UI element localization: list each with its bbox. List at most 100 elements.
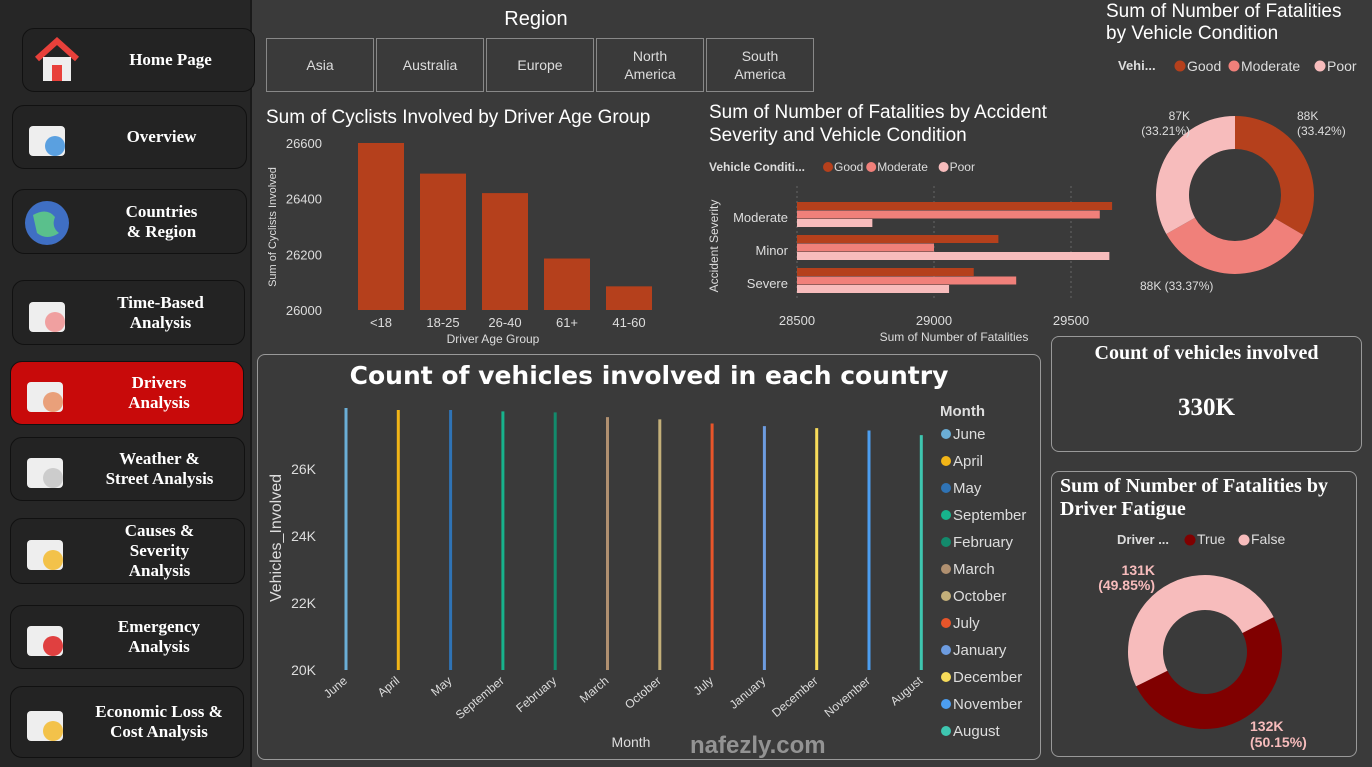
sidebar-item-home-page[interactable]: Home Page [22, 28, 255, 92]
bar-18-25 [420, 173, 466, 310]
x-tick-label: February [513, 674, 559, 716]
bar-26-40 [482, 193, 528, 310]
legend-label: True [1197, 531, 1225, 547]
region-slicer-title: Region [504, 8, 568, 30]
weather-icon [27, 458, 63, 488]
legend-label: August [953, 723, 1001, 740]
data-label-value: 87K [1169, 109, 1190, 123]
monthly-chart-card: Count of vehicles involved in each count… [257, 354, 1041, 760]
legend-marker-september [941, 510, 951, 520]
legend-marker-good [823, 162, 833, 172]
legend-label: April [953, 453, 983, 470]
sidebar-item-emergency[interactable]: Emergency Analysis [10, 605, 244, 669]
region-option-south-america[interactable]: South America [706, 38, 814, 92]
x-tick-label: 41-60 [612, 315, 645, 330]
legend-title: Month [940, 403, 985, 420]
legend-marker-good [1174, 60, 1186, 72]
data-label-percent: (33.42%) [1297, 124, 1346, 138]
region-option-australia[interactable]: Australia [376, 38, 484, 92]
sidebar-item-countries[interactable]: Countries & Region [12, 189, 247, 254]
bar-61+ [544, 258, 590, 310]
legend-marker-january [941, 645, 951, 655]
fatigue-card: Sum of Number of Fatalities by Driver Fa… [1051, 471, 1357, 757]
x-tick-label: 18-25 [426, 315, 459, 330]
x-tick-label: 26-40 [488, 315, 521, 330]
region-option-north-america[interactable]: North America [596, 38, 704, 92]
legend-label: Good [834, 160, 863, 174]
y-axis-title: Sum of Cyclists Involved [267, 167, 279, 287]
y-tick-label: 26400 [286, 192, 322, 207]
region-option-europe[interactable]: Europe [486, 38, 594, 92]
slice-good [1235, 116, 1314, 235]
legend-marker-moderate [1228, 60, 1240, 72]
y-tick-label: 26K [291, 461, 317, 477]
legend-marker-august [941, 726, 951, 736]
calendar-alert-icon [29, 301, 65, 332]
warning-search-icon [27, 540, 63, 570]
legend-label: Moderate [1241, 58, 1300, 74]
x-tick-label: <18 [370, 315, 392, 330]
sidebar-item-time-based[interactable]: Time-Based Analysis [12, 280, 245, 345]
severity-chart: Vehicle Conditi... Good Moderate Poor 28500 2… [707, 160, 1113, 344]
region-slicer: Asia Australia Europe North America South Am… [266, 38, 816, 92]
sidebar-item-label: Countries & Region [125, 201, 198, 241]
sidebar-item-economic-loss[interactable]: Economic Loss & Cost Analysis [10, 686, 244, 758]
data-label: 88K (33.37%) [1140, 279, 1213, 293]
y-tick-label: 24K [291, 528, 317, 544]
sidebar-item-overview[interactable]: Overview [12, 105, 247, 169]
cyclists-chart: 26000 26200 26400 26600 <18 18-25 26-40 61+ 41-6… [267, 136, 652, 346]
y-tick-label: Minor [755, 243, 788, 258]
y-tick-label: 20K [291, 662, 317, 678]
legend-title: Vehi... [1118, 58, 1156, 73]
data-label-value: 132K [1250, 718, 1283, 734]
x-axis-title: Sum of Number of Fatalities [880, 330, 1029, 344]
bar-<18 [358, 143, 404, 310]
data-label-percent: (49.85%) [1098, 577, 1155, 593]
y-tick-label: Moderate [733, 210, 788, 225]
bar-moderate-good [797, 202, 1113, 210]
x-axis-title: Month [612, 734, 651, 750]
money-chart-icon [27, 711, 63, 741]
legend-label: Good [1187, 58, 1221, 74]
region-option-asia[interactable]: Asia [266, 38, 374, 92]
x-axis-title: Driver Age Group [447, 332, 540, 346]
monthly-chart-title: Count of vehicles involved in each count… [349, 361, 949, 390]
legend-marker-poor [1314, 60, 1326, 72]
legend-marker-november [941, 699, 951, 709]
slice-poor [1156, 116, 1235, 234]
y-tick-label: 26600 [286, 136, 322, 151]
sidebar-item-label: Time-Based Analysis [117, 292, 204, 332]
legend-label: Poor [950, 160, 975, 174]
legend-label: July [953, 615, 980, 632]
monthly-chart: 20K22K24K26KJuneJuneAprilAprilMayMaySept… [268, 403, 1026, 750]
globe-pin-icon [25, 200, 69, 245]
legend-label: November [953, 696, 1022, 713]
bar-41-60 [606, 286, 652, 310]
severity-chart-title: Sum of Number of Fatalities by Accident … [709, 102, 1047, 146]
x-tick-label: July [691, 674, 716, 698]
legend-label: March [953, 561, 995, 578]
fatigue-donut: Driver ... True False 132K(50.15%) 131K(49.8… [1098, 531, 1307, 750]
x-tick-label: April [375, 674, 402, 700]
data-label-percent: (33.21%) [1141, 124, 1190, 138]
presentation-magnifier-icon [29, 126, 65, 156]
legend-label: False [1251, 531, 1285, 547]
x-tick-label: 29500 [1053, 313, 1089, 328]
sidebar-item-causes[interactable]: Causes & Severity Analysis [10, 518, 245, 584]
legend-marker-june [941, 429, 951, 439]
kpi-value: 330K [1178, 394, 1235, 421]
slice-false [1127, 574, 1274, 687]
sidebar-item-weather[interactable]: Weather & Street Analysis [10, 437, 245, 501]
sidebar-item-label: Overview [126, 127, 197, 146]
data-label-value: 131K [1122, 562, 1155, 578]
legend-marker-poor [938, 162, 949, 172]
home-icon [34, 36, 80, 81]
x-tick-label: August [888, 673, 926, 708]
legend-marker-may [941, 483, 951, 493]
sidebar-item-drivers[interactable]: Drivers Analysis [10, 361, 244, 425]
data-label-percent: (50.15%) [1250, 734, 1307, 750]
bar-moderate-moderate [797, 210, 1100, 219]
legend-marker-october [941, 591, 951, 601]
driver-icon [27, 382, 63, 412]
bar-severe-moderate [797, 276, 1017, 285]
